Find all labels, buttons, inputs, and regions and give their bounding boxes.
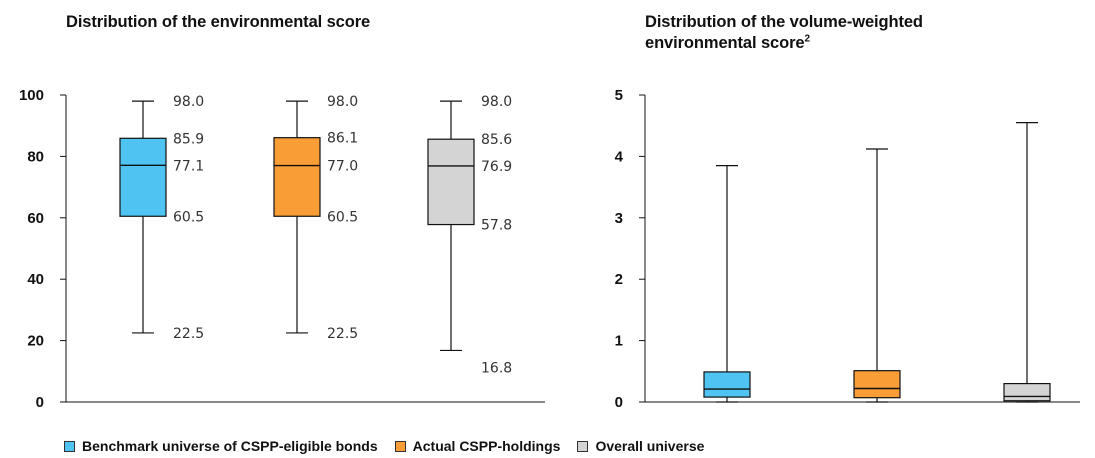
legend-item-overall-universe: Overall universe <box>577 438 704 454</box>
data-label-q3-overall-universe: 85.6 <box>481 132 512 148</box>
legend-label-cspp-holdings: Actual CSPP-holdings <box>412 438 561 454</box>
y-tick-label: 80 <box>27 148 44 165</box>
y-tick-label: 20 <box>27 333 44 350</box>
legend-label-overall-universe: Overall universe <box>595 438 705 454</box>
legend-swatch-benchmark <box>64 440 75 452</box>
data-label-q1-benchmark: 60.5 <box>173 209 204 225</box>
legend: Benchmark universe of CSPP-eligible bond… <box>64 438 721 454</box>
legend-swatch-overall-universe <box>577 440 589 452</box>
box-overall-universe <box>1003 382 1051 402</box>
y-tick-label: 2 <box>615 271 623 288</box>
box-benchmark <box>119 137 167 217</box>
data-label-median-overall-universe: 76.9 <box>481 159 512 175</box>
y-tick-label: 1 <box>615 333 623 350</box>
data-label-max-overall-universe: 98.0 <box>481 94 512 110</box>
data-label-max-cspp-holdings: 98.0 <box>327 94 358 110</box>
legend-swatch-cspp-holdings <box>394 440 406 452</box>
y-tick-label: 3 <box>615 210 623 227</box>
box-cspp-holdings <box>853 370 901 399</box>
data-label-median-benchmark: 77.1 <box>173 158 204 174</box>
legend-label-benchmark: Benchmark universe of CSPP-eligible bond… <box>82 438 378 454</box>
y-tick-label: 0 <box>615 394 623 411</box>
data-label-q3-benchmark: 85.9 <box>173 131 204 147</box>
chart-title-volume-weighted-score: Distribution of the volume-weighted envi… <box>645 12 1075 54</box>
box-cspp-holdings <box>273 137 321 217</box>
data-label-max-benchmark: 98.0 <box>173 94 204 110</box>
box-overall-universe <box>427 138 475 226</box>
legend-item-benchmark: Benchmark universe of CSPP-eligible bond… <box>64 438 378 454</box>
box-benchmark <box>703 371 751 398</box>
y-tick-label: 100 <box>19 87 44 104</box>
y-tick-label: 0 <box>36 394 44 411</box>
y-tick-label: 4 <box>615 148 624 165</box>
title-line-2: environmental score <box>645 34 805 52</box>
data-label-min-overall-universe: 16.8 <box>481 360 512 376</box>
data-label-q3-cspp-holdings: 86.1 <box>327 131 358 147</box>
y-tick-label: 60 <box>27 210 44 227</box>
data-label-min-cspp-holdings: 22.5 <box>327 326 358 342</box>
y-tick-label: 40 <box>27 271 44 288</box>
data-label-q1-overall-universe: 57.8 <box>481 218 512 234</box>
legend-item-cspp-holdings: Actual CSPP-holdings <box>394 438 561 454</box>
y-tick-label: 5 <box>615 87 623 104</box>
data-label-median-cspp-holdings: 77.0 <box>327 159 358 175</box>
title-line-1: Distribution of the volume-weighted <box>645 13 923 31</box>
chart-title-environmental-score: Distribution of the environmental score <box>66 13 371 31</box>
data-label-q1-cspp-holdings: 60.5 <box>327 209 358 225</box>
data-label-min-benchmark: 22.5 <box>173 326 204 342</box>
footnote-marker: 2 <box>804 33 811 45</box>
